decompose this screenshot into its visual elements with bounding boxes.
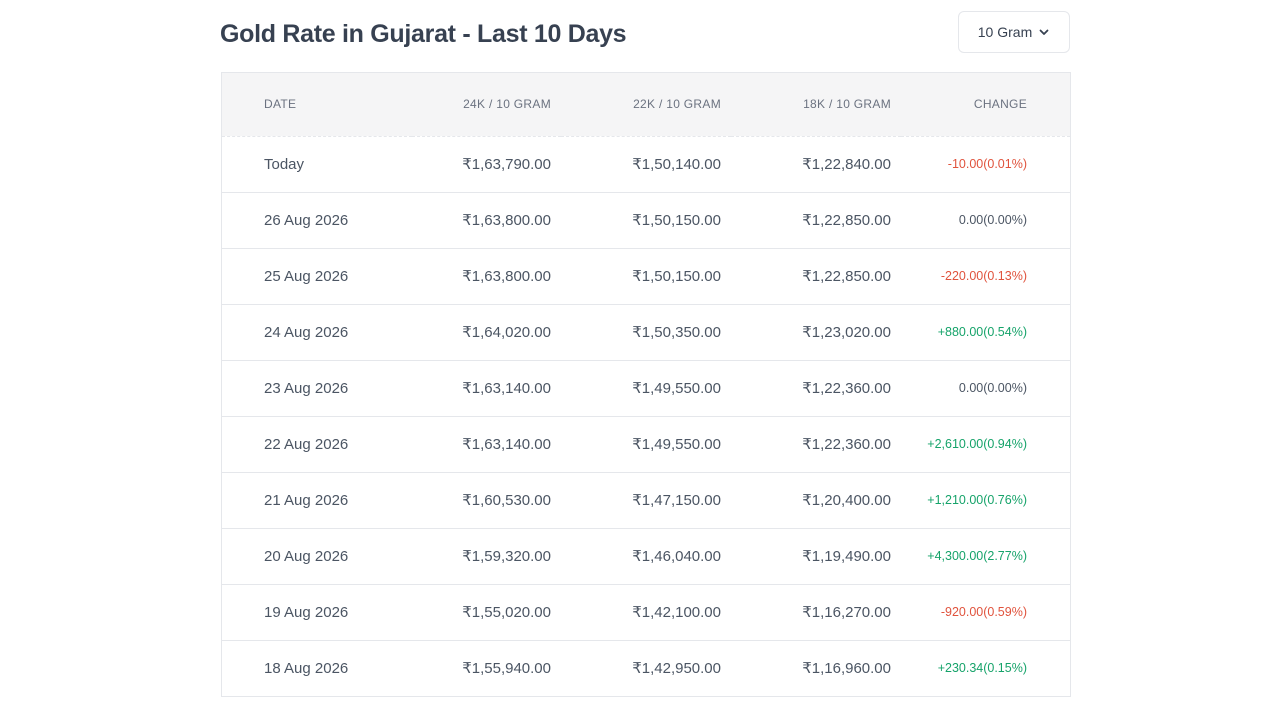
- cell-22k-rate: ₹1,50,150.00: [632, 268, 721, 285]
- cell-18k-rate: ₹1,16,960.00: [802, 660, 891, 677]
- table-row: 21 Aug 2026 ₹1,60,530.00 ₹1,47,150.00 ₹1,20…: [222, 472, 1070, 528]
- cell-date: 26 Aug 2026: [264, 211, 349, 229]
- cell-date: 24 Aug 2026: [264, 323, 349, 341]
- cell-22k-rate: ₹1,50,140.00: [632, 156, 721, 173]
- cell-change: -220.00(0.13%): [940, 269, 1027, 283]
- table-row: 26 Aug 2026 ₹1,63,800.00 ₹1,50,150.00 ₹1,22…: [222, 192, 1070, 248]
- cell-22k-rate: ₹1,47,150.00: [632, 492, 721, 509]
- cell-change: -920.00(0.59%): [940, 605, 1027, 619]
- column-header-date: DATE: [222, 73, 412, 137]
- cell-24k-rate: ₹1,63,800.00: [462, 212, 551, 229]
- column-header-22k: 22K / 10 GRAM: [561, 73, 731, 137]
- table-row: Today ₹1,63,790.00 ₹1,50,140.00 ₹1,22,840.0…: [222, 136, 1070, 192]
- cell-date: 18 Aug 2026: [264, 659, 349, 677]
- table-row: 23 Aug 2026 ₹1,63,140.00 ₹1,49,550.00 ₹1,22…: [222, 360, 1070, 416]
- cell-date: Today: [264, 155, 305, 173]
- cell-18k-rate: ₹1,22,360.00: [802, 380, 891, 397]
- cell-change: +1,210.00(0.76%): [927, 493, 1027, 507]
- table-header-row: DATE 24K / 10 GRAM 22K / 10 GRAM 18K / 1…: [222, 73, 1070, 137]
- table-row: 19 Aug 2026 ₹1,55,020.00 ₹1,42,100.00 ₹1,16…: [222, 584, 1070, 640]
- cell-18k-rate: ₹1,22,360.00: [802, 436, 891, 453]
- cell-22k-rate: ₹1,46,040.00: [632, 548, 721, 565]
- cell-24k-rate: ₹1,64,020.00: [462, 324, 551, 341]
- cell-change: -10.00(0.01%): [947, 157, 1027, 171]
- cell-18k-rate: ₹1,19,490.00: [802, 548, 891, 565]
- cell-24k-rate: ₹1,55,020.00: [462, 604, 551, 621]
- cell-24k-rate: ₹1,63,800.00: [462, 268, 551, 285]
- unit-dropdown[interactable]: 10 Gram: [958, 11, 1070, 53]
- cell-24k-rate: ₹1,60,530.00: [462, 492, 551, 509]
- table-row: 22 Aug 2026 ₹1,63,140.00 ₹1,49,550.00 ₹1,22…: [222, 416, 1070, 472]
- chevron-down-icon: [1038, 26, 1050, 38]
- gold-rate-table: DATE 24K / 10 GRAM 22K / 10 GRAM 18K / 1…: [221, 72, 1071, 697]
- cell-22k-rate: ₹1,50,350.00: [632, 324, 721, 341]
- table-row: 20 Aug 2026 ₹1,59,320.00 ₹1,46,040.00 ₹1,19…: [222, 528, 1070, 584]
- cell-24k-rate: ₹1,59,320.00: [462, 548, 551, 565]
- cell-date: 19 Aug 2026: [264, 603, 349, 621]
- cell-change: 0.00(0.00%): [958, 213, 1027, 227]
- cell-date: 22 Aug 2026: [264, 435, 349, 453]
- cell-change: +4,300.00(2.77%): [927, 549, 1027, 563]
- cell-18k-rate: ₹1,22,840.00: [802, 156, 891, 173]
- cell-22k-rate: ₹1,49,550.00: [632, 436, 721, 453]
- cell-change: +880.00(0.54%): [937, 325, 1027, 339]
- cell-22k-rate: ₹1,42,950.00: [632, 660, 721, 677]
- page-title: Gold Rate in Gujarat - Last 10 Days: [220, 20, 627, 48]
- cell-change: +2,610.00(0.94%): [927, 437, 1027, 451]
- table-row: 24 Aug 2026 ₹1,64,020.00 ₹1,50,350.00 ₹1,23…: [222, 304, 1070, 360]
- cell-date: 23 Aug 2026: [264, 379, 349, 397]
- cell-date: 25 Aug 2026: [264, 267, 349, 285]
- cell-22k-rate: ₹1,49,550.00: [632, 380, 721, 397]
- cell-24k-rate: ₹1,63,790.00: [462, 156, 551, 173]
- column-header-change: CHANGE: [901, 73, 1070, 137]
- cell-date: 21 Aug 2026: [264, 491, 349, 509]
- cell-24k-rate: ₹1,63,140.00: [462, 436, 551, 453]
- cell-change: 0.00(0.00%): [958, 381, 1027, 395]
- cell-24k-rate: ₹1,55,940.00: [462, 660, 551, 677]
- unit-dropdown-value: 10 Gram: [977, 24, 1033, 40]
- cell-22k-rate: ₹1,42,100.00: [632, 604, 721, 621]
- cell-18k-rate: ₹1,16,270.00: [802, 604, 891, 621]
- cell-18k-rate: ₹1,20,400.00: [802, 492, 891, 509]
- cell-22k-rate: ₹1,50,150.00: [632, 212, 721, 229]
- cell-24k-rate: ₹1,63,140.00: [462, 380, 551, 397]
- cell-change: +230.34(0.15%): [937, 661, 1027, 675]
- column-header-24k: 24K / 10 GRAM: [412, 73, 561, 137]
- table-row: 18 Aug 2026 ₹1,55,940.00 ₹1,42,950.00 ₹1,16…: [222, 640, 1070, 696]
- cell-18k-rate: ₹1,23,020.00: [802, 324, 891, 341]
- cell-date: 20 Aug 2026: [264, 547, 349, 565]
- table-body: Today ₹1,63,790.00 ₹1,50,140.00 ₹1,22,840.0…: [222, 136, 1070, 696]
- column-header-18k: 18K / 10 GRAM: [731, 73, 901, 137]
- cell-18k-rate: ₹1,22,850.00: [802, 268, 891, 285]
- cell-18k-rate: ₹1,22,850.00: [802, 212, 891, 229]
- table-row: 25 Aug 2026 ₹1,63,800.00 ₹1,50,150.00 ₹1,22…: [222, 248, 1070, 304]
